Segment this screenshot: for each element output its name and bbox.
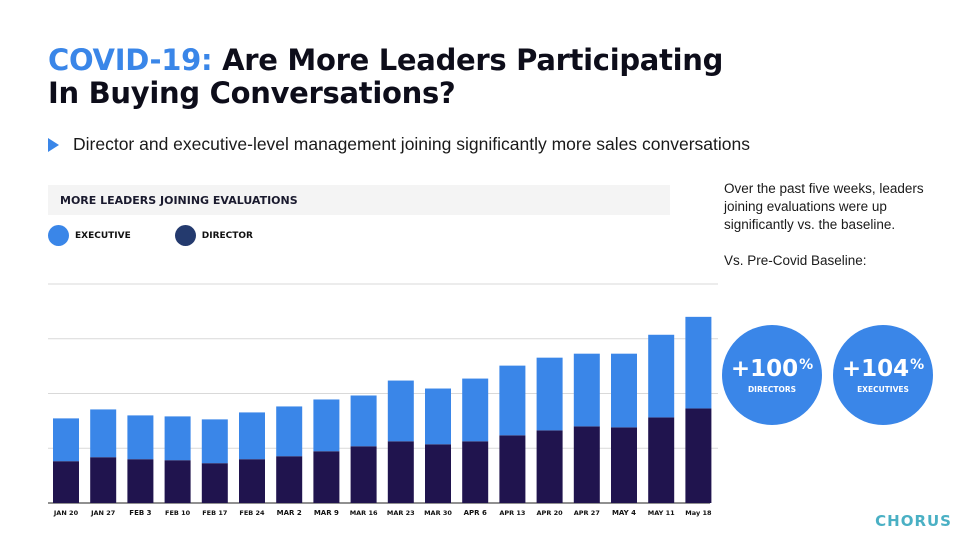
bar-executive-0 [53, 418, 79, 462]
bar-executive-9 [387, 380, 414, 442]
bar-director-4 [201, 463, 228, 503]
title-line-1: Are More Leaders Participating [212, 43, 724, 77]
x-tick-label-13: APR 20 [537, 509, 564, 517]
bar-executive-16 [648, 334, 675, 418]
page-title: COVID-19: Are More Leaders Participating… [48, 44, 723, 110]
bar-director-12 [499, 435, 526, 503]
bar-executive-12 [499, 365, 526, 436]
bar-director-16 [648, 417, 675, 503]
bar-director-10 [425, 444, 451, 503]
bar-executive-4 [201, 419, 228, 464]
stat-label-directors: DIRECTORS [747, 384, 797, 394]
bar-executive-17 [685, 316, 712, 409]
bar-director-13 [536, 430, 563, 503]
subtitle: Director and executive-level management … [73, 134, 750, 154]
bar-executive-3 [164, 416, 191, 461]
subtitle-row: Director and executive-level management … [48, 134, 750, 155]
chart-title: MORE LEADERS JOINING EVALUATIONS [48, 185, 670, 215]
title-line-2: In Buying Conversations? [48, 76, 456, 110]
bar-executive-14 [573, 353, 600, 427]
bar-executive-11 [462, 378, 489, 442]
bar-director-9 [387, 441, 414, 503]
x-tick-label-9: MAR 23 [387, 509, 415, 517]
bar-director-2 [127, 459, 154, 503]
stat-circle-directors: +100% DIRECTORS [722, 325, 822, 425]
stat-value-executives: +104% [842, 357, 924, 381]
baseline-label: Vs. Pre-Covid Baseline: [724, 253, 867, 268]
bar-director-15 [611, 427, 637, 503]
legend-item-director: DIRECTOR [174, 225, 253, 246]
bar-executive-6 [276, 406, 303, 457]
bar-director-7 [313, 451, 340, 503]
stacked-bar-chart: JAN 20 JAN 27 FEB 3 FEB 10 FEB 17 FEB 24 MAR 2… [48, 283, 718, 517]
x-tick-label-7: MAR 9 [314, 509, 339, 517]
bar-director-17 [685, 408, 712, 503]
stat-number-executives: +104 [841, 355, 910, 382]
bar-executive-5 [239, 412, 265, 460]
chart-legend: EXECUTIVE DIRECTOR [48, 225, 297, 246]
side-text: Over the past five weeks, leaders joinin… [724, 180, 939, 270]
x-tick-label-1: JAN 27 [90, 509, 115, 517]
x-tick-label-16: MAY 11 [648, 509, 675, 517]
bar-director-11 [462, 441, 489, 503]
stat-percent-directors: % [799, 356, 814, 373]
stat-value-directors: +100% [731, 357, 813, 381]
bar-director-6 [276, 456, 303, 503]
bar-director-3 [164, 460, 191, 503]
stat-percent-executives: % [910, 356, 925, 373]
chorus-logo: CHORUS [875, 512, 952, 530]
legend-swatch-director [174, 225, 196, 246]
stat-label-executives: EXECUTIVES [857, 384, 909, 394]
bar-executive-2 [127, 415, 154, 460]
bar-executive-8 [350, 395, 377, 447]
legend-label-executive: EXECUTIVE [75, 230, 131, 241]
x-tick-label-17: May 18 [685, 509, 712, 517]
side-summary: Over the past five weeks, leaders joinin… [724, 181, 924, 232]
bar-executive-10 [425, 388, 451, 445]
bar-executive-13 [536, 357, 563, 431]
x-tick-label-3: FEB 10 [165, 509, 191, 517]
x-tick-label-15: MAY 4 [612, 509, 636, 517]
bar-director-0 [53, 461, 79, 503]
bar-director-1 [90, 457, 117, 503]
bar-director-14 [573, 426, 600, 503]
stat-number-directors: +100 [730, 355, 799, 382]
legend-swatch-executive [48, 225, 69, 246]
x-tick-label-12: APR 13 [499, 509, 525, 517]
x-tick-label-6: MAR 2 [277, 509, 302, 517]
x-tick-label-4: FEB 17 [202, 509, 227, 517]
x-tick-label-14: APR 27 [574, 509, 600, 517]
bar-director-5 [239, 459, 265, 503]
x-tick-label-0: JAN 20 [53, 509, 79, 517]
bar-director-8 [350, 446, 377, 503]
title-accent: COVID-19: [48, 43, 213, 77]
x-tick-label-5: FEB 24 [239, 509, 265, 517]
x-tick-label-10: MAR 30 [424, 509, 452, 517]
legend-label-director: DIRECTOR [201, 230, 253, 241]
legend-item-executive: EXECUTIVE [48, 225, 131, 246]
bar-executive-7 [313, 399, 340, 452]
x-tick-label-2: FEB 3 [129, 509, 151, 517]
x-tick-label-11: APR 6 [464, 509, 487, 517]
bar-executive-15 [611, 353, 637, 428]
stat-circle-executives: +104% EXECUTIVES [833, 325, 933, 425]
play-triangle-icon [48, 137, 59, 152]
x-tick-label-8: MAR 16 [350, 509, 378, 517]
bar-executive-1 [90, 409, 117, 458]
